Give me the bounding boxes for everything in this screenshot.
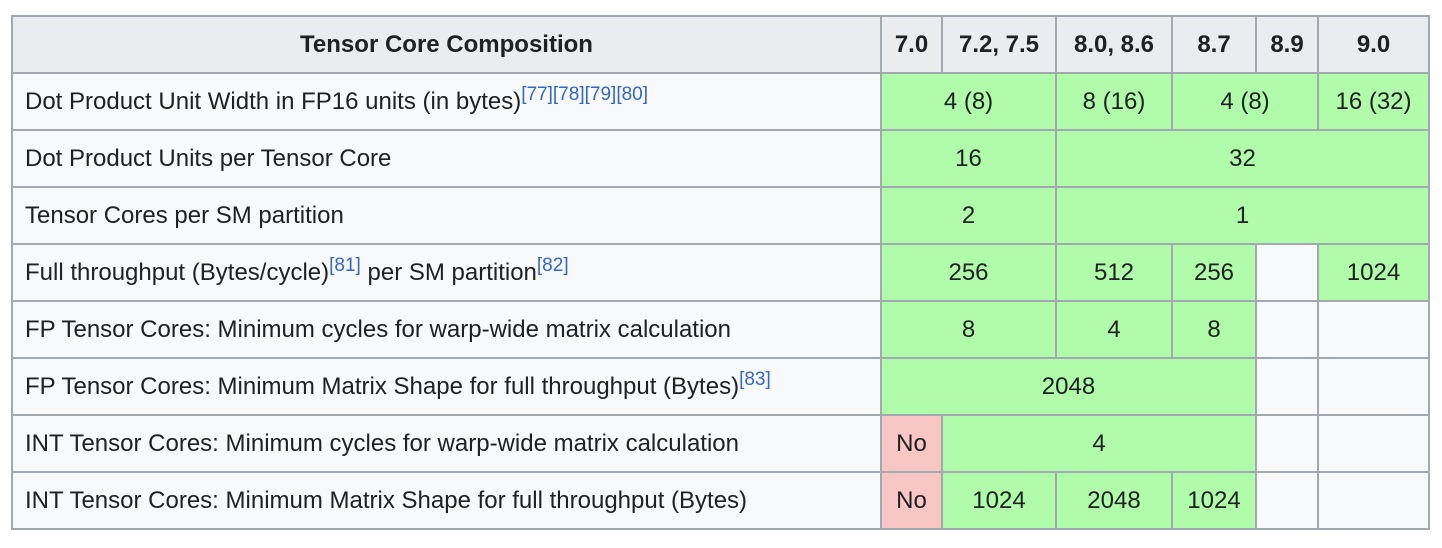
table-cell: 1024 [941,471,1057,530]
row-label: Full throughput (Bytes/cycle)[81] per SM… [11,243,882,302]
table-row: Dot Product Units per Tensor Core 16 32 [11,129,1430,188]
table-row: INT Tensor Cores: Minimum cycles for war… [11,414,1430,473]
table-cell: 4 (8) [1171,72,1319,131]
row-label: FP Tensor Cores: Minimum Matrix Shape fo… [11,357,882,416]
references: [83] [739,369,771,390]
table-cell: 512 [1055,243,1173,302]
empty-cell [1255,243,1319,302]
references: [82] [537,255,569,276]
version-header-7-2-7-5: 7.2, 7.5 [941,15,1057,74]
version-header-7-0: 7.0 [880,15,943,74]
table-cell: 16 (32) [1317,72,1430,131]
empty-cell [1317,357,1430,416]
version-header-8-7: 8.7 [1171,15,1257,74]
version-header-8-0-8-6: 8.0, 8.6 [1055,15,1173,74]
references: [81] [329,255,361,276]
table-cell: 2048 [1055,471,1173,530]
header-row: Tensor Core Composition 7.0 7.2, 7.5 8.0… [11,15,1430,74]
table-cell: 1024 [1317,243,1430,302]
table-cell: 2 [880,186,1057,245]
row-label-text: per SM partition [360,258,537,286]
table-cell: 256 [1171,243,1257,302]
table-cell: 1024 [1171,471,1257,530]
row-label-text: FP Tensor Cores: Minimum Matrix Shape fo… [25,372,740,400]
row-label: Dot Product Unit Width in FP16 units (in… [11,72,882,131]
row-label: FP Tensor Cores: Minimum cycles for warp… [11,300,882,359]
reference-link[interactable]: [80] [616,83,649,105]
table-row: Tensor Cores per SM partition 2 1 [11,186,1430,245]
table-cell: 2048 [880,357,1257,416]
empty-cell [1317,414,1430,473]
reference-link[interactable]: [83] [739,368,771,390]
table-row: Full throughput (Bytes/cycle)[81] per SM… [11,243,1430,302]
table-row: FP Tensor Cores: Minimum Matrix Shape fo… [11,357,1430,416]
empty-cell [1255,357,1319,416]
row-label: INT Tensor Cores: Minimum Matrix Shape f… [11,471,882,530]
table-cell: No [880,471,943,530]
references: [77][78][79][80] [521,84,648,105]
reference-link[interactable]: [77] [521,83,553,105]
table-cell: 4 [941,414,1257,473]
header-title: Tensor Core Composition [11,15,882,74]
reference-link[interactable]: [82] [536,254,569,276]
table-cell: 4 (8) [880,72,1057,131]
table-cell: 4 [1055,300,1173,359]
row-label: Tensor Cores per SM partition [11,186,882,245]
table-cell: No [880,414,943,473]
empty-cell [1255,300,1319,359]
empty-cell [1317,471,1430,530]
table-cell: 32 [1055,129,1430,188]
reference-link[interactable]: [79] [584,83,617,105]
table-row: FP Tensor Cores: Minimum cycles for warp… [11,300,1430,359]
reference-link[interactable]: [78] [552,83,585,105]
empty-cell [1255,414,1319,473]
empty-cell [1317,300,1430,359]
version-header-9-0: 9.0 [1317,15,1430,74]
row-label: Dot Product Units per Tensor Core [11,129,882,188]
version-header-8-9: 8.9 [1255,15,1319,74]
table-cell: 8 [1171,300,1257,359]
table-row: Dot Product Unit Width in FP16 units (in… [11,72,1430,131]
row-label: INT Tensor Cores: Minimum cycles for war… [11,414,882,473]
table-cell: 1 [1055,186,1430,245]
empty-cell [1255,471,1319,530]
table-cell: 8 (16) [1055,72,1173,131]
reference-link[interactable]: [81] [329,254,361,276]
row-label-text: Full throughput (Bytes/cycle) [25,258,330,286]
table-cell: 16 [880,129,1057,188]
table-cell: 8 [880,300,1057,359]
table-row: INT Tensor Cores: Minimum Matrix Shape f… [11,471,1430,530]
table-cell: 256 [880,243,1057,302]
row-label-text: Dot Product Unit Width in FP16 units (in… [25,87,522,115]
tensor-core-composition-table: Tensor Core Composition 7.0 7.2, 7.5 8.0… [11,15,1430,530]
